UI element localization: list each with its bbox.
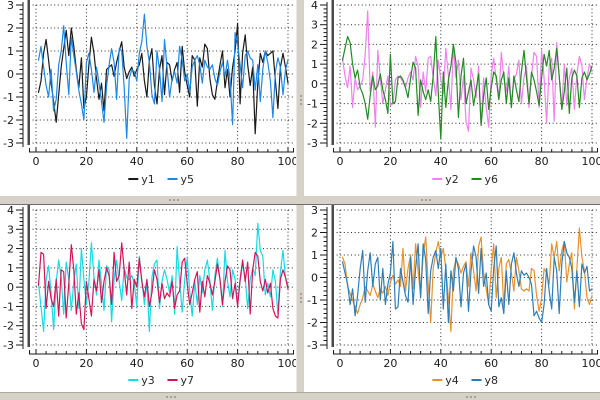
x-tick-label: 20 — [383, 357, 397, 370]
x-tick-label: 0 — [33, 357, 40, 370]
y-tick-label: 1 — [311, 249, 318, 262]
legend-label-y1: y1 — [141, 173, 155, 186]
x-tick-label: 100 — [582, 357, 600, 370]
y-tick-label: -3 — [307, 137, 318, 150]
x-tick-label: 0 — [33, 155, 40, 168]
x-tick-label: 100 — [278, 357, 297, 370]
y-tick-label: -3 — [3, 339, 14, 352]
y-tick-label: -3 — [307, 339, 318, 352]
y-tick-label: 3 — [7, 223, 14, 236]
chart-panel-bottom-left: 4 3 2 1 0 -1 -2 -3 0 20 40 60 80 100 y3 y7 — [0, 204, 296, 392]
x-tick-label: 60 — [484, 155, 498, 168]
y-tick-label: 0 — [7, 68, 14, 81]
legend-label-y3: y3 — [141, 374, 155, 387]
splitter-handle[interactable] — [166, 396, 176, 398]
splitter-handle[interactable] — [466, 396, 476, 398]
x-tick-label: 100 — [278, 155, 297, 168]
x-tick-label: 40 — [434, 357, 448, 370]
y-tick-label: -3 — [3, 137, 14, 150]
y-tick-label: 0 — [311, 272, 318, 285]
y-tick-label: -2 — [3, 320, 14, 333]
x-tick-label: 80 — [231, 155, 245, 168]
y-tick-label: 1 — [7, 262, 14, 275]
series-line-y6 — [341, 35, 593, 140]
splitter-handle[interactable] — [300, 95, 302, 105]
y-tick-label: -1 — [3, 300, 14, 313]
chart-panel-bottom-right: 3 2 1 0 -1 -2 -3 0 20 40 60 80 100 y4 y8 — [304, 204, 600, 392]
y-tick-label: 2 — [7, 243, 14, 256]
x-tick-label: 40 — [434, 155, 448, 168]
y-tick-label: -1 — [307, 294, 318, 307]
y-tick-label: -2 — [3, 114, 14, 127]
x-tick-label: 80 — [535, 357, 549, 370]
y-tick-label: 0 — [311, 78, 318, 91]
y-tick-label: 2 — [7, 22, 14, 35]
legend-label-y7: y7 — [181, 374, 195, 387]
x-tick-label: 0 — [337, 155, 344, 168]
x-tick-label: 80 — [231, 357, 245, 370]
x-tick-label: 0 — [337, 357, 344, 370]
series-line-y5 — [37, 13, 289, 139]
series-line-y8 — [341, 240, 593, 324]
horizontal-splitter[interactable] — [0, 196, 600, 205]
y-tick-label: 2 — [311, 38, 318, 51]
x-tick-label: 40 — [130, 155, 144, 168]
legend-label-y8: y8 — [485, 374, 499, 387]
x-tick-label: 60 — [180, 155, 194, 168]
x-tick-label: 20 — [79, 357, 93, 370]
y-tick-label: 1 — [311, 58, 318, 71]
plot-left-edge-bar — [331, 0, 334, 145]
plot-left-edge-bar — [27, 205, 30, 347]
y-tick-label: 2 — [311, 227, 318, 240]
x-tick-label: 80 — [535, 155, 549, 168]
y-tick-label: -1 — [3, 91, 14, 104]
y-tick-label: 0 — [7, 281, 14, 294]
y-tick-label: 4 — [311, 0, 318, 12]
chart-panel-top-left: 3 2 1 0 -1 -2 -3 0 20 40 60 80 100 y1 y5 — [0, 0, 296, 196]
legend-label-y4: y4 — [445, 374, 459, 387]
splitter-handle[interactable] — [169, 199, 179, 201]
y-tick-label: -2 — [307, 117, 318, 130]
splitter-handle[interactable] — [421, 199, 431, 201]
y-tick-label: 4 — [7, 204, 14, 217]
series-line-y3 — [37, 222, 289, 333]
legend-label-y6: y6 — [485, 173, 499, 186]
x-tick-label: 40 — [130, 357, 144, 370]
chart-top-left: 3 2 1 0 -1 -2 -3 0 20 40 60 80 100 y1 y5 — [3, 0, 297, 186]
y-tick-label: -2 — [307, 317, 318, 330]
legend-label-y5: y5 — [181, 173, 195, 186]
x-tick-label: 60 — [180, 357, 194, 370]
splitter-handle[interactable] — [300, 293, 302, 303]
x-tick-label: 20 — [383, 155, 397, 168]
chart-bottom-left: 4 3 2 1 0 -1 -2 -3 0 20 40 60 80 100 y3 y7 — [3, 204, 297, 387]
x-tick-label: 20 — [79, 155, 93, 168]
chart-panel-top-right: 4 3 2 1 0 -1 -2 -3 0 20 40 60 80 100 y2 y6 — [304, 0, 600, 196]
plot-left-edge-bar — [331, 205, 334, 347]
chart-top-right: 4 3 2 1 0 -1 -2 -3 0 20 40 60 80 100 y2 y6 — [307, 0, 600, 186]
bottom-splitter[interactable] — [0, 392, 600, 400]
chart-bottom-right: 3 2 1 0 -1 -2 -3 0 20 40 60 80 100 y4 y8 — [307, 204, 600, 387]
y-tick-label: -1 — [307, 98, 318, 111]
plot-left-edge-bar — [27, 0, 30, 145]
legend-label-y2: y2 — [445, 173, 459, 186]
y-tick-label: 1 — [7, 45, 14, 58]
y-tick-label: 3 — [311, 204, 318, 217]
series-line-y2 — [341, 10, 593, 132]
x-tick-label: 100 — [582, 155, 600, 168]
y-tick-label: 3 — [7, 0, 14, 12]
series-line-y7 — [37, 242, 289, 331]
y-tick-label: 3 — [311, 19, 318, 32]
x-tick-label: 60 — [484, 357, 498, 370]
